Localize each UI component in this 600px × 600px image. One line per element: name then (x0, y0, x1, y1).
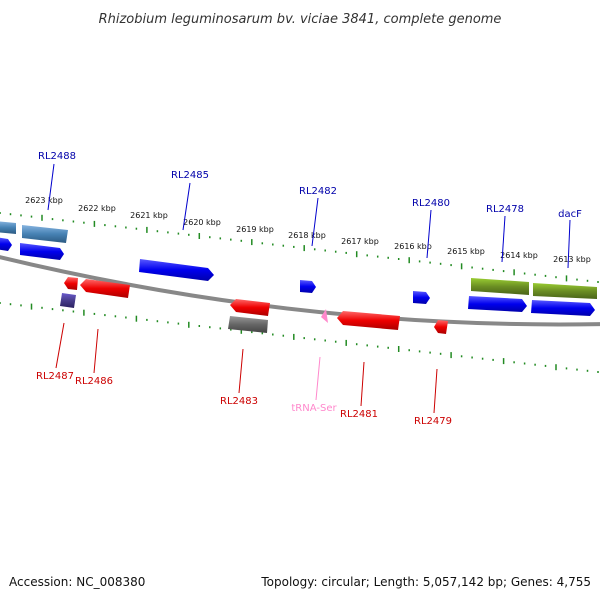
kbp-label: 2614 kbp (500, 251, 538, 260)
gene-rl2482-forward[interactable] (300, 280, 316, 293)
kbp-label: 2613 kbp (553, 255, 591, 264)
gene-rl2480-forward[interactable] (413, 291, 430, 304)
kbp-label: 2617 kbp (341, 237, 379, 246)
map-title: Rhizobium leguminosarum bv. viciae 3841,… (99, 12, 502, 27)
gene-rl2487-steel (22, 225, 68, 243)
forward-labels: RL2488 RL2485 RL2482 RL2480 RL2478 dacF (38, 151, 582, 220)
gene-dacf-olive (533, 283, 597, 299)
gene-rl2483-reverse[interactable] (230, 299, 270, 316)
kbp-scale-labels: 2623 kbp 2622 kbp 2621 kbp 2620 kbp 2619… (25, 196, 591, 264)
gene-label-rl2488[interactable]: RL2488 (38, 151, 76, 162)
gene-rl2485-forward[interactable] (139, 259, 214, 281)
gene-label-trna-ser[interactable]: tRNA-Ser (291, 403, 337, 414)
gene-dacf-forward[interactable] (531, 300, 595, 316)
kbp-label: 2618 kbp (288, 231, 326, 240)
gene-rl2487-navy (60, 293, 76, 308)
gene-partial-forward[interactable] (0, 237, 12, 251)
gene-label-rl2487[interactable]: RL2487 (36, 371, 74, 382)
gene-label-rl2482[interactable]: RL2482 (299, 186, 337, 197)
kbp-label: 2623 kbp (25, 196, 63, 205)
reverse-leader-lines (55, 322, 438, 414)
gene-rl2488-forward[interactable] (20, 243, 64, 260)
reverse-labels: RL2487 RL2486 RL2483 tRNA-Ser RL2481 RL2… (36, 371, 452, 427)
kbp-label: 2621 kbp (130, 211, 168, 220)
gene-label-rl2479[interactable]: RL2479 (414, 416, 452, 427)
kbp-label: 2619 kbp (236, 225, 274, 234)
trna-ser[interactable] (321, 309, 328, 323)
kbp-label: 2615 kbp (447, 247, 485, 256)
forward-leader-lines (47, 163, 571, 269)
gene-rl2486-reverse[interactable] (80, 279, 130, 298)
genome-summary-text: Topology: circular; Length: 5,057,142 bp… (260, 575, 591, 589)
gene-label-rl2486[interactable]: RL2486 (75, 376, 113, 387)
gene-label-rl2483[interactable]: RL2483 (220, 396, 258, 407)
gene-label-rl2481[interactable]: RL2481 (340, 409, 378, 420)
kbp-label: 2620 kbp (183, 218, 221, 227)
gene-rl2478-olive (471, 278, 529, 295)
gene-rl2483-grey (228, 316, 268, 333)
forward-features (0, 221, 597, 316)
accession-text: Accession: NC_008380 (9, 575, 145, 589)
genome-backbone (0, 255, 600, 327)
kbp-label: 2622 kbp (78, 204, 116, 213)
gene-label-rl2480[interactable]: RL2480 (412, 198, 450, 209)
forward-tick-row (0, 212, 599, 283)
gene-rl2478-forward[interactable] (468, 296, 527, 312)
gene-rl2487-reverse[interactable] (64, 277, 78, 290)
gene-rl2481-reverse[interactable] (337, 311, 400, 330)
trna-leader-line (315, 356, 321, 401)
kbp-label: 2616 kbp (394, 242, 432, 251)
reverse-tick-row (0, 302, 599, 373)
gene-rl2479-reverse[interactable] (434, 320, 448, 334)
gene-label-dacf[interactable]: dacF (558, 209, 582, 220)
gene-rl2488-steel (0, 221, 16, 234)
reverse-features (60, 277, 448, 334)
gene-label-rl2478[interactable]: RL2478 (486, 204, 524, 215)
gene-label-rl2485[interactable]: RL2485 (171, 170, 209, 181)
